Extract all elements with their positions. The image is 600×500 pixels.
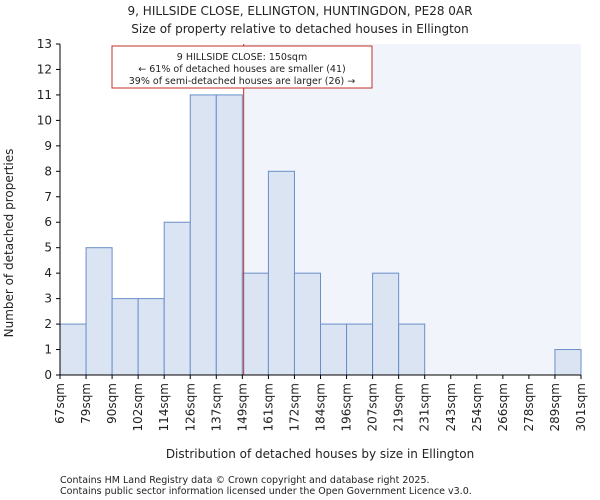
y-tick-label: 9 [44, 139, 52, 153]
x-tick-label: 149sqm [235, 383, 249, 431]
x-tick-label: 126sqm [183, 383, 197, 431]
y-tick-label: 10 [37, 113, 52, 127]
x-tick-label: 278sqm [522, 383, 536, 431]
x-tick-label: 79sqm [79, 383, 93, 424]
x-axis-label: Distribution of detached houses by size … [166, 447, 474, 461]
bar-207sqm [372, 272, 400, 376]
x-tick-label: 254sqm [470, 383, 484, 431]
y-tick-label: 0 [44, 368, 52, 382]
bar-289sqm [554, 349, 582, 376]
y-tick-label: 11 [37, 88, 52, 102]
y-tick-label: 7 [44, 190, 52, 204]
footer-line1: Contains HM Land Registry data © Crown c… [60, 475, 430, 486]
chart-title-line1: 9, HILLSIDE CLOSE, ELLINGTON, HUNTINGDON… [128, 4, 473, 18]
bar-184sqm [320, 323, 348, 376]
y-axis-label: Number of detached properties [2, 149, 16, 338]
x-tick-label: 114sqm [157, 383, 171, 431]
x-tick-label: 102sqm [131, 383, 145, 431]
bar-161sqm [267, 170, 295, 376]
bar-114sqm [163, 221, 191, 376]
annotation-line2: ← 61% of detached houses are smaller (41… [138, 64, 345, 75]
bar-219sqm [398, 323, 426, 376]
y-tick-label: 13 [37, 37, 52, 51]
annotation-box: 9 HILLSIDE CLOSE: 150sqm ← 61% of detach… [111, 45, 373, 89]
y-tick-label: 2 [44, 317, 52, 331]
x-tick-label: 184sqm [314, 383, 328, 431]
chart-title-line2: Size of property relative to detached ho… [131, 22, 469, 36]
x-tick-label: 219sqm [392, 383, 406, 431]
y-tick-label: 1 [44, 343, 52, 357]
footer-line2: Contains public sector information licen… [60, 486, 472, 497]
bar-90sqm [111, 298, 139, 376]
bar-137sqm [215, 94, 243, 376]
x-tick-label: 231sqm [418, 383, 432, 431]
x-tick-label: 289sqm [548, 383, 562, 431]
y-tick-label: 12 [37, 62, 52, 76]
x-tick-label: 90sqm [105, 383, 119, 424]
y-tick-label: 6 [44, 215, 52, 229]
x-tick-label: 266sqm [496, 383, 510, 431]
x-tick-label: 207sqm [366, 383, 380, 431]
x-tick-label: 137sqm [209, 383, 223, 431]
bar-126sqm [189, 94, 217, 376]
x-tick-label: 172sqm [287, 383, 301, 431]
y-tick-label: 8 [44, 164, 52, 178]
x-tick-label: 243sqm [444, 383, 458, 431]
x-tick-label: 196sqm [340, 383, 354, 431]
annotation-line1: 9 HILLSIDE CLOSE: 150sqm [177, 52, 307, 63]
y-tick-label: 4 [44, 266, 52, 280]
x-tick-label: 301sqm [574, 383, 588, 431]
bar-79sqm [85, 247, 113, 376]
x-tick-label: 161sqm [261, 383, 275, 431]
bar-102sqm [137, 298, 165, 376]
bar-196sqm [346, 323, 374, 376]
bar-172sqm [293, 272, 322, 376]
bar-149sqm [241, 272, 269, 376]
y-tick-label: 5 [44, 241, 52, 255]
bar-67sqm [59, 323, 87, 376]
y-tick-label: 3 [44, 292, 52, 306]
x-tick-label: 67sqm [53, 383, 67, 424]
annotation-line3: 39% of semi-detached houses are larger (… [129, 76, 356, 87]
